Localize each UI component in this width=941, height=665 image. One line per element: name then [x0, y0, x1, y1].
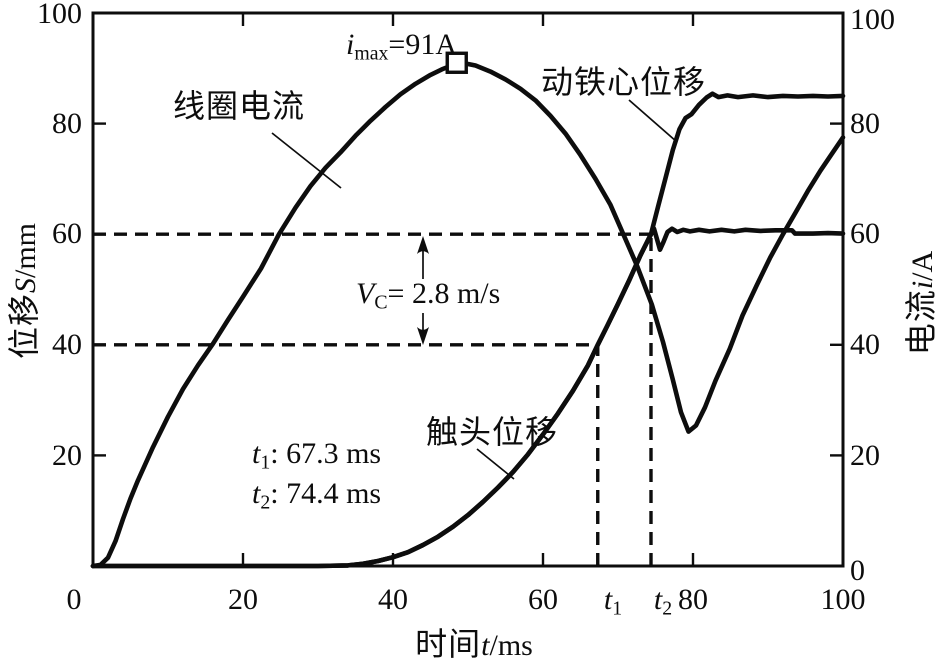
t1-annotation: t1: 67.3 ms — [252, 436, 381, 472]
imax-sub: max — [354, 42, 389, 65]
contact-displacement-leader-line — [476, 448, 515, 480]
y-right-title-symbol: i — [906, 280, 939, 290]
t1-note-var: t — [252, 437, 261, 470]
y-right-tick-20: 20 — [850, 439, 880, 472]
x-tick-40: 40 — [378, 583, 408, 616]
y-right-tick-100: 100 — [850, 3, 895, 36]
t2-sub: 2 — [662, 597, 673, 620]
y-right-title-unit: /A — [906, 250, 939, 281]
plot-border — [91, 11, 845, 568]
imax-var: i — [346, 28, 355, 61]
x-axis-title: 时间t/ms — [324, 626, 624, 664]
t2-note-value: : 74.4 ms — [270, 477, 382, 510]
x-title-symbol: t — [481, 629, 490, 662]
contact-displacement-label: 触头位移 — [426, 414, 559, 450]
y-right-title-cn: 电流 — [903, 289, 939, 356]
y-left-title-symbol: S — [9, 278, 42, 293]
x-tick-0: 0 — [66, 583, 82, 616]
x-tick-80: 80 — [678, 583, 708, 616]
t1-note-value: : 67.3 ms — [270, 437, 382, 470]
imax-marker — [445, 51, 468, 74]
y-left-tick-80: 80 — [52, 107, 82, 140]
t2-var: t — [653, 583, 663, 616]
vc-sub: C — [374, 291, 388, 314]
y-left-title-unit: /mm — [9, 222, 42, 278]
vc-annotation: VC= 2.8 m/s — [356, 276, 500, 312]
y-left-tick-40: 40 — [52, 328, 82, 361]
vc-var: V — [356, 277, 375, 310]
imax-value: =91A — [388, 28, 457, 61]
x-tick-60: 60 — [528, 583, 558, 616]
vc-arrowhead-down — [417, 327, 429, 345]
t1-var: t — [603, 583, 613, 616]
coil-current-curve — [90, 60, 846, 569]
x-tick-100: 100 — [820, 583, 866, 616]
vc-value: = 2.8 m/s — [387, 277, 501, 310]
t2-note-sub: 2 — [260, 491, 271, 514]
y-left-title-cn: 位移 — [6, 293, 42, 360]
imax-annotation: imax=91A — [346, 27, 457, 63]
y-right-tick-80: 80 — [850, 107, 880, 140]
x-title-unit: /ms — [489, 629, 533, 662]
t1-note-sub: 1 — [260, 451, 271, 474]
core-displacement-label: 动铁心位移 — [541, 64, 707, 100]
y-right-tick-40: 40 — [850, 328, 880, 361]
x-tick-20: 20 — [228, 583, 258, 616]
core-displacement-curve — [90, 91, 846, 569]
y-left-tick-20: 20 — [52, 439, 82, 472]
core-displacement-leader-line — [628, 99, 678, 143]
y-left-tick-100: 100 — [37, 0, 82, 30]
t2-note-var: t — [252, 477, 261, 510]
y-left-axis-title: 位移S/mm — [6, 161, 44, 421]
x-tick-t2: t2 — [618, 582, 708, 618]
y-right-tick-0: 0 — [850, 554, 865, 587]
t2-annotation: t2: 74.4 ms — [252, 476, 381, 512]
contact-displacement-curve — [90, 226, 846, 569]
t1-sub: 1 — [612, 597, 623, 620]
vc-arrowhead-up — [417, 236, 429, 254]
y-right-tick-60: 60 — [850, 217, 880, 250]
coil-current-leader-line — [271, 132, 342, 189]
x-title-cn: 时间 — [415, 626, 482, 662]
x-tick-t1: t1 — [568, 582, 658, 618]
vc-arrow — [417, 236, 429, 345]
y-right-axis-title: 电流i/A — [903, 173, 941, 433]
y-left-tick-60: 60 — [52, 217, 82, 250]
coil-current-label: 线圈电流 — [173, 88, 306, 124]
